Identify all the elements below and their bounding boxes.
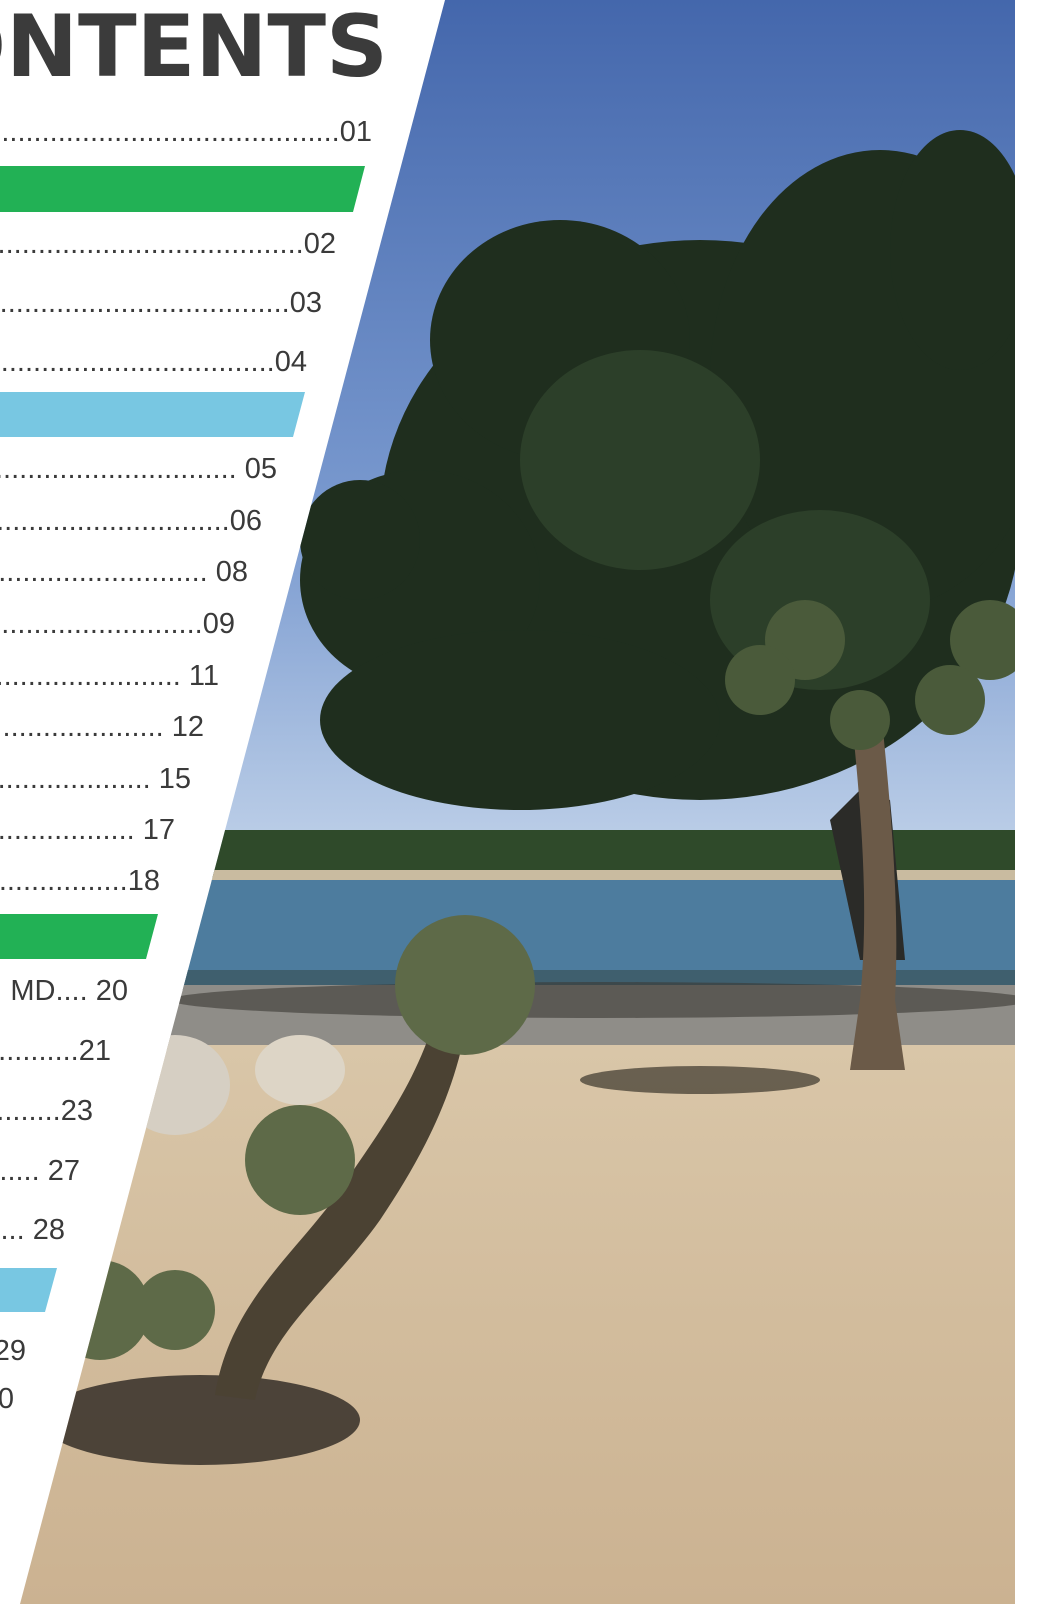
toc-entry: ........................................… [0, 228, 336, 260]
toc-entry: . [0, 1435, 2, 1467]
toc-entry: ........................................… [0, 505, 262, 537]
toc-entry: ........ 28 [0, 1214, 65, 1246]
toc-entry: ........................................… [0, 814, 175, 846]
section-bar [0, 914, 158, 959]
toc-entry: ........................................… [0, 865, 160, 897]
toc-entry: ........... 27 [0, 1155, 80, 1187]
toc-entry: ........................................… [0, 346, 307, 378]
section-bar [0, 166, 365, 212]
toc-entry: ........................................… [0, 608, 235, 640]
section-bar [0, 392, 305, 437]
toc-entry: ..............21 [0, 1035, 111, 1067]
title: ONTENTS [0, 0, 388, 97]
toc-entry: ........................................… [0, 287, 322, 319]
section-bar [0, 1268, 57, 1312]
toc-entry: ........................................… [0, 116, 372, 148]
toc-entry: 0 [0, 1383, 14, 1415]
toc-entry: ........................................… [0, 711, 204, 743]
toc-entry: ........................................… [0, 763, 191, 795]
toc-entry: MD.... 20 [10, 975, 128, 1007]
toc-entry: 29 [0, 1335, 26, 1367]
toc-entry: ........................................… [0, 556, 248, 588]
toc-entry: ........................................… [0, 453, 277, 485]
entry-list: ........................................… [0, 116, 372, 1467]
toc-entry: ........................................… [0, 660, 219, 692]
toc-entry: ............23 [0, 1095, 93, 1127]
